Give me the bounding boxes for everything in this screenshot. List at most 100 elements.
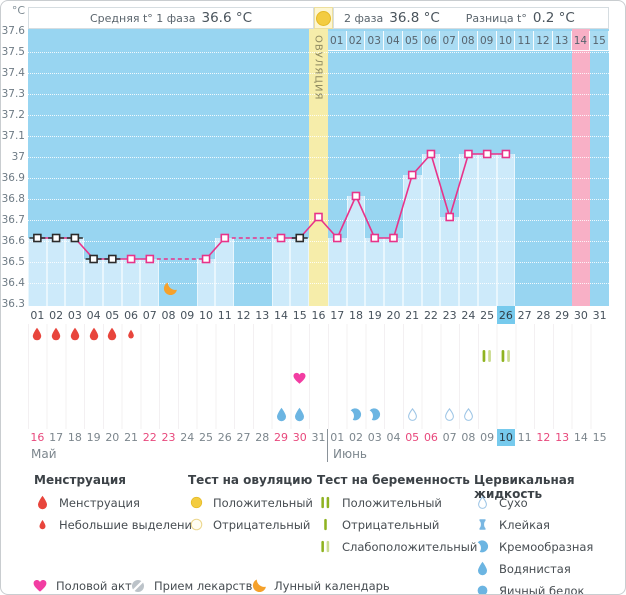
calendar-date-may[interactable]: 19 [86,431,101,444]
cycle-day-number[interactable]: 22 [423,308,438,322]
temperature-point[interactable] [145,254,155,264]
top-date-cell[interactable]: 05 [402,31,422,51]
temperature-point[interactable] [201,254,211,264]
calendar-date-june[interactable]: 13 [555,431,570,444]
calendar-date-may[interactable]: 26 [217,431,232,444]
temperature-point[interactable] [370,233,380,243]
cycle-day-number[interactable]: 15 [292,308,307,322]
temperature-point[interactable] [501,149,511,159]
cycle-day-number[interactable]: 30 [573,308,588,322]
top-date-cell[interactable]: 14 [571,31,591,51]
top-date-cell[interactable]: 09 [477,31,497,51]
calendar-date-may[interactable]: 21 [124,431,139,444]
temperature-point[interactable] [70,233,80,243]
top-date-cell[interactable]: 03 [365,31,385,51]
top-date-cell[interactable]: 13 [552,31,572,51]
top-date-cell[interactable]: 01 [327,31,347,51]
cycle-day-number[interactable]: 26 [496,306,516,324]
temperature-point[interactable] [464,149,473,159]
calendar-date-june[interactable]: 05 [405,431,420,444]
temperature-point[interactable] [51,233,61,243]
top-date-cell[interactable]: 04 [384,31,403,51]
cycle-day-number[interactable]: 09 [180,308,195,322]
calendar-date-june[interactable]: 14 [573,431,588,444]
calendar-date-may[interactable]: 31 [311,431,326,444]
cycle-day-number[interactable]: 28 [536,308,551,322]
top-date-cell[interactable]: 07 [440,31,460,51]
calendar-date-june[interactable]: 06 [423,431,438,444]
calendar-date-june[interactable]: 12 [536,431,551,444]
temperature-point[interactable] [314,212,323,222]
cycle-day-number[interactable]: 20 [386,308,401,322]
calendar-date-may[interactable]: 27 [236,431,251,444]
temperature-point[interactable] [445,212,454,222]
cycle-day-number[interactable]: 13 [255,308,270,322]
cycle-day-number[interactable]: 04 [86,308,101,322]
calendar-date-may[interactable]: 29 [274,431,288,444]
temperature-point[interactable] [89,254,98,264]
cycle-day-number[interactable]: 08 [161,308,176,322]
temperature-point[interactable] [108,254,117,264]
cycle-day-number[interactable]: 24 [461,308,476,322]
calendar-date-june[interactable]: 04 [386,431,401,444]
top-date-cell[interactable]: 10 [496,31,516,51]
cycle-day-number[interactable]: 27 [517,308,532,322]
temperature-point[interactable] [426,149,436,159]
cycle-day-number[interactable]: 21 [405,308,420,322]
top-date-cell[interactable]: 12 [534,31,553,51]
calendar-date-june[interactable]: 11 [517,431,532,444]
calendar-date-may[interactable]: 16 [30,431,45,444]
temperature-point[interactable] [407,170,417,180]
calendar-date-june[interactable]: 02 [348,431,363,444]
cycle-day-number[interactable]: 19 [367,308,382,322]
cycle-day-number[interactable]: 02 [49,308,64,322]
temperature-point[interactable] [126,254,136,264]
calendar-date-may[interactable]: 17 [49,431,64,444]
cycle-day-number[interactable]: 18 [348,308,363,322]
calendar-date-may[interactable]: 18 [67,431,82,444]
calendar-date-may[interactable]: 24 [180,431,195,444]
calendar-date-june[interactable]: 07 [442,431,457,444]
calendar-date-june[interactable]: 03 [367,431,382,444]
calendar-date-may[interactable]: 30 [292,431,307,444]
top-date-cell[interactable]: 08 [459,31,478,51]
top-date-cell[interactable]: 06 [421,31,441,51]
cycle-day-number[interactable]: 10 [199,308,214,322]
top-date-cell[interactable]: 11 [515,31,535,51]
temperature-point[interactable] [276,233,286,243]
temperature-point[interactable] [220,233,230,243]
cycle-day-number[interactable]: 14 [274,308,288,322]
calendar-date-may[interactable]: 22 [142,431,157,444]
cycle-day-number[interactable]: 25 [480,308,495,322]
calendar-date-june[interactable]: 09 [480,431,495,444]
cycle-day-number[interactable]: 11 [217,308,232,322]
temperature-point[interactable] [482,149,492,159]
calendar-date-may[interactable]: 20 [105,431,120,444]
temperature-point[interactable] [295,233,305,243]
temperature-point[interactable] [351,191,361,201]
cycle-day-number[interactable]: 16 [311,308,326,322]
cycle-day-number[interactable]: 12 [236,308,251,322]
cycle-day-number[interactable]: 07 [142,308,157,322]
calendar-date-june[interactable]: 01 [330,431,345,444]
cycle-day-number[interactable]: 31 [592,308,607,322]
temperature-point[interactable] [389,233,398,243]
temperature-point[interactable] [33,233,42,243]
cycle-day-number[interactable]: 03 [67,308,82,322]
calendar-date-june[interactable]: 08 [461,431,476,444]
calendar-date-may[interactable]: 23 [161,431,176,444]
cycle-day-number[interactable]: 05 [105,308,120,322]
temperature-point[interactable] [332,233,342,243]
cycle-day-number[interactable]: 06 [124,308,139,322]
cycle-day-number[interactable]: 17 [330,308,345,322]
top-date-cell[interactable]: 02 [346,31,366,51]
calendar-date-june[interactable]: 10 [496,429,516,446]
cycle-day-number[interactable]: 01 [30,308,45,322]
cycle-day-number[interactable]: 23 [442,308,457,322]
cycle-day-number[interactable]: 29 [555,308,570,322]
calendar-date-may[interactable]: 28 [255,431,270,444]
calendar-date-may[interactable]: 25 [199,431,214,444]
calendar-date-june[interactable]: 15 [592,431,607,444]
top-date-cell[interactable]: 15 [590,31,609,51]
